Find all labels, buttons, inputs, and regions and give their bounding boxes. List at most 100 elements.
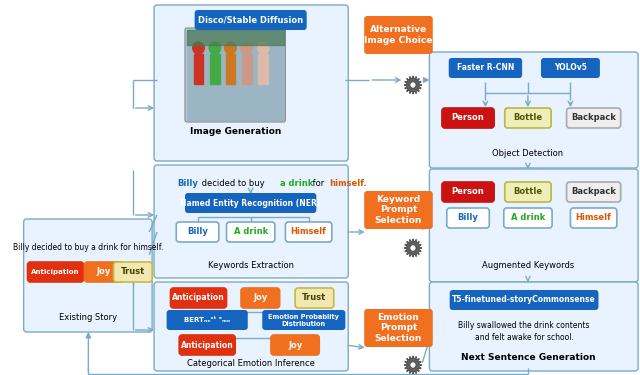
Circle shape bbox=[410, 362, 416, 368]
FancyBboxPatch shape bbox=[285, 222, 332, 242]
Text: a drink: a drink bbox=[280, 178, 313, 188]
FancyBboxPatch shape bbox=[541, 58, 600, 78]
FancyBboxPatch shape bbox=[504, 208, 552, 228]
Text: Billy swallowed the drink contents: Billy swallowed the drink contents bbox=[458, 321, 590, 330]
Circle shape bbox=[410, 82, 416, 88]
Text: BERTₙₑˣᵗ ᵉₘₒ: BERTₙₑˣᵗ ᵉₘₒ bbox=[184, 317, 230, 323]
FancyBboxPatch shape bbox=[195, 10, 307, 30]
Text: Existing Story: Existing Story bbox=[60, 314, 117, 322]
Bar bbox=[259, 54, 268, 84]
Polygon shape bbox=[404, 239, 422, 257]
FancyBboxPatch shape bbox=[566, 182, 621, 202]
FancyBboxPatch shape bbox=[449, 58, 522, 78]
Bar bbox=[187, 30, 284, 45]
Text: himself.: himself. bbox=[329, 178, 367, 188]
Circle shape bbox=[410, 245, 416, 251]
FancyBboxPatch shape bbox=[84, 262, 123, 282]
FancyBboxPatch shape bbox=[429, 282, 638, 371]
FancyBboxPatch shape bbox=[364, 191, 433, 229]
FancyBboxPatch shape bbox=[241, 288, 280, 308]
FancyBboxPatch shape bbox=[185, 193, 316, 213]
Text: Categorical Emotion Inference: Categorical Emotion Inference bbox=[187, 360, 315, 369]
Text: Anticipation: Anticipation bbox=[181, 340, 234, 350]
Circle shape bbox=[209, 42, 221, 54]
FancyBboxPatch shape bbox=[364, 309, 433, 347]
Text: A drink: A drink bbox=[234, 228, 268, 237]
Text: Keywords Extraction: Keywords Extraction bbox=[207, 261, 294, 270]
Bar bbox=[187, 30, 284, 120]
FancyBboxPatch shape bbox=[179, 335, 236, 355]
Text: and felt awake for school.: and felt awake for school. bbox=[475, 333, 573, 342]
Text: Joy: Joy bbox=[97, 267, 111, 276]
Text: Image Generation: Image Generation bbox=[189, 128, 281, 136]
Bar bbox=[194, 54, 204, 84]
Circle shape bbox=[241, 42, 253, 54]
Text: Billy: Billy bbox=[187, 228, 208, 237]
Circle shape bbox=[257, 42, 269, 54]
FancyBboxPatch shape bbox=[185, 28, 285, 122]
FancyBboxPatch shape bbox=[450, 290, 598, 310]
FancyBboxPatch shape bbox=[442, 108, 494, 128]
Text: Disco/Stable Diffusion: Disco/Stable Diffusion bbox=[198, 15, 303, 24]
FancyBboxPatch shape bbox=[227, 222, 275, 242]
Text: YOLOv5: YOLOv5 bbox=[554, 63, 587, 72]
Text: for: for bbox=[310, 178, 326, 188]
FancyBboxPatch shape bbox=[166, 310, 248, 330]
Text: Alternative
Image Choice: Alternative Image Choice bbox=[364, 25, 433, 45]
Polygon shape bbox=[404, 356, 422, 374]
Polygon shape bbox=[404, 76, 422, 94]
Text: Billy: Billy bbox=[177, 178, 198, 188]
Text: Emotion Probablity
Distribution: Emotion Probablity Distribution bbox=[268, 314, 339, 327]
Text: Object Detection: Object Detection bbox=[492, 148, 563, 158]
Text: Bottle: Bottle bbox=[513, 188, 543, 196]
Text: Augmented Keywords: Augmented Keywords bbox=[482, 261, 574, 270]
Text: Next Sentence Generation: Next Sentence Generation bbox=[461, 354, 595, 363]
Text: Bottle: Bottle bbox=[513, 114, 543, 123]
FancyBboxPatch shape bbox=[442, 182, 494, 202]
Text: A drink: A drink bbox=[511, 213, 545, 222]
Circle shape bbox=[225, 42, 236, 54]
FancyBboxPatch shape bbox=[113, 262, 152, 282]
Text: Anticipation: Anticipation bbox=[31, 269, 80, 275]
Text: Billy: Billy bbox=[458, 213, 479, 222]
Text: Trust: Trust bbox=[121, 267, 145, 276]
Text: Trust: Trust bbox=[302, 294, 326, 303]
Bar bbox=[242, 54, 252, 84]
Text: Faster R-CNN: Faster R-CNN bbox=[457, 63, 514, 72]
FancyBboxPatch shape bbox=[176, 222, 219, 242]
Text: Himself: Himself bbox=[291, 228, 326, 237]
FancyBboxPatch shape bbox=[170, 288, 227, 308]
Text: decided to buy: decided to buy bbox=[198, 178, 267, 188]
Text: Named Entity Recognition (NER): Named Entity Recognition (NER) bbox=[180, 198, 321, 207]
Text: Emotion
Prompt
Selection: Emotion Prompt Selection bbox=[375, 313, 422, 343]
FancyBboxPatch shape bbox=[295, 288, 333, 308]
FancyBboxPatch shape bbox=[262, 310, 346, 330]
Text: Backpack: Backpack bbox=[571, 114, 616, 123]
FancyBboxPatch shape bbox=[505, 108, 551, 128]
FancyBboxPatch shape bbox=[505, 182, 551, 202]
FancyBboxPatch shape bbox=[24, 219, 152, 332]
FancyBboxPatch shape bbox=[429, 169, 638, 282]
Text: Person: Person bbox=[452, 114, 484, 123]
FancyBboxPatch shape bbox=[271, 335, 319, 355]
FancyBboxPatch shape bbox=[570, 208, 617, 228]
Text: Anticipation: Anticipation bbox=[172, 294, 225, 303]
Text: Billy decided to buy a drink for himself.: Billy decided to buy a drink for himself… bbox=[13, 243, 164, 252]
FancyBboxPatch shape bbox=[154, 165, 348, 278]
FancyBboxPatch shape bbox=[566, 108, 621, 128]
Text: Backpack: Backpack bbox=[571, 188, 616, 196]
Text: Joy: Joy bbox=[288, 340, 302, 350]
FancyBboxPatch shape bbox=[447, 208, 490, 228]
FancyBboxPatch shape bbox=[154, 5, 348, 161]
FancyBboxPatch shape bbox=[154, 282, 348, 371]
FancyBboxPatch shape bbox=[28, 262, 84, 282]
Bar bbox=[225, 54, 236, 84]
Circle shape bbox=[193, 42, 204, 54]
Text: Himself: Himself bbox=[576, 213, 612, 222]
FancyBboxPatch shape bbox=[364, 16, 433, 54]
FancyBboxPatch shape bbox=[429, 52, 638, 168]
Text: Person: Person bbox=[452, 188, 484, 196]
Text: Joy: Joy bbox=[253, 294, 268, 303]
Bar bbox=[210, 54, 220, 84]
Text: Keyword
Prompt
Selection: Keyword Prompt Selection bbox=[375, 195, 422, 225]
